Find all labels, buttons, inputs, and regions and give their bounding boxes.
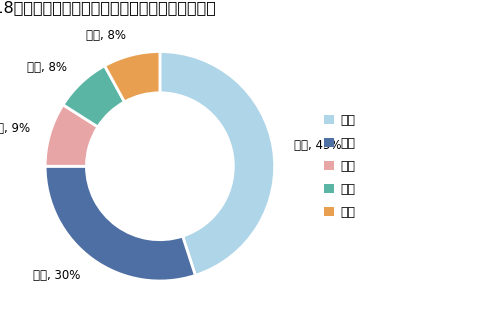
Legend: 正餐, 团餐, 火锅, 西餐, 快餐: 正餐, 团餐, 火锅, 西餐, 快餐: [324, 114, 355, 219]
Text: 2018年我国不同类型餐饮行业收入占比情况（亿元）: 2018年我国不同类型餐饮行业收入占比情况（亿元）: [0, 0, 216, 15]
Text: 火锅, 9%: 火锅, 9%: [0, 122, 30, 135]
Text: 正餐, 45%: 正餐, 45%: [294, 139, 341, 152]
Text: 西餐, 8%: 西餐, 8%: [27, 61, 67, 74]
Wedge shape: [160, 52, 275, 275]
Text: 团餐, 30%: 团餐, 30%: [33, 269, 80, 282]
Wedge shape: [105, 52, 160, 102]
Wedge shape: [45, 166, 195, 281]
Text: 快餐, 8%: 快餐, 8%: [86, 29, 126, 42]
Wedge shape: [45, 105, 98, 166]
Wedge shape: [63, 66, 124, 127]
